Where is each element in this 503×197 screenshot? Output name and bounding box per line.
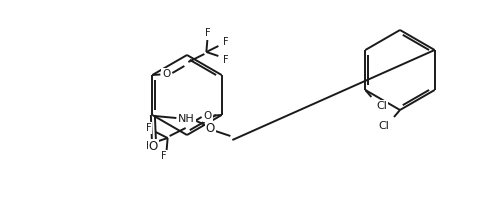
Text: F: F — [222, 55, 228, 65]
Text: O: O — [204, 111, 212, 121]
Text: F: F — [222, 37, 228, 47]
Text: O: O — [206, 122, 215, 135]
Text: F: F — [205, 28, 210, 38]
Text: Cl: Cl — [376, 101, 387, 111]
Text: O: O — [149, 140, 158, 153]
Text: F: F — [161, 151, 166, 161]
Text: O: O — [162, 69, 171, 79]
Text: Cl: Cl — [379, 121, 389, 131]
Text: NH: NH — [178, 114, 195, 124]
Text: F: F — [146, 123, 151, 133]
Text: F: F — [146, 141, 151, 151]
